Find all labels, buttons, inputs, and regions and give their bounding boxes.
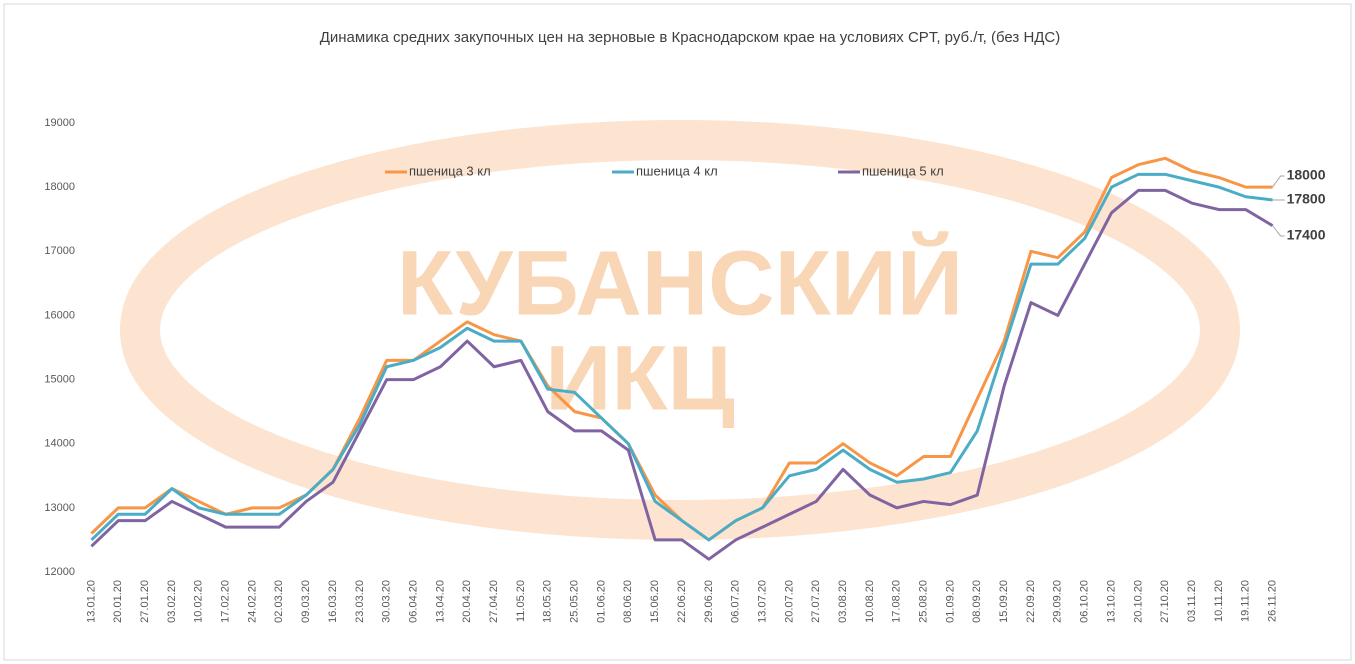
leader-line	[1273, 226, 1285, 236]
chart: КУБАНСКИЙ ИКЦ Динамика средних закупочны…	[0, 0, 1355, 664]
x-tick-label: 08.06.20	[622, 580, 634, 623]
y-tick-label: 17000	[44, 245, 75, 257]
x-tick-label: 06.04.20	[407, 580, 419, 623]
legend-label: пшеница 4 кл	[636, 163, 718, 178]
x-tick-label: 27.07.20	[810, 580, 822, 623]
x-tick-label: 27.01.20	[139, 580, 151, 623]
y-tick-label: 14000	[44, 438, 75, 450]
x-tick-label: 17.08.20	[891, 580, 903, 623]
data-label: 17800	[1287, 191, 1326, 207]
x-tick-label: 10.02.20	[193, 580, 205, 623]
x-tick-label: 08.09.20	[971, 580, 983, 623]
y-tick-label: 15000	[44, 373, 75, 385]
x-tick-label: 20.04.20	[461, 580, 473, 623]
data-label: 18000	[1287, 167, 1326, 183]
x-tick-label: 13.07.20	[756, 580, 768, 623]
watermark-text: ИКЦ	[545, 327, 734, 429]
x-tick-label: 18.05.20	[542, 580, 554, 623]
y-tick-label: 18000	[44, 181, 75, 193]
x-tick-label: 03.08.20	[837, 580, 849, 623]
x-tick-label: 29.09.20	[1052, 580, 1064, 623]
x-tick-label: 25.08.20	[918, 580, 930, 623]
x-tick-label: 22.06.20	[676, 580, 688, 623]
legend-label: пшеница 5 кл	[862, 163, 944, 178]
x-tick-label: 03.02.20	[166, 580, 178, 623]
chart-title: Динамика средних закупочных цен на зерно…	[320, 29, 1061, 46]
x-tick-label: 26.11.20	[1266, 580, 1278, 622]
x-tick-label: 20.07.20	[783, 580, 795, 623]
x-tick-label: 27.04.20	[488, 580, 500, 623]
x-tick-label: 10.11.20	[1213, 580, 1225, 622]
x-tick-label: 13.01.20	[85, 580, 97, 623]
x-tick-label: 09.03.20	[300, 580, 312, 623]
x-tick-label: 25.05.20	[569, 580, 581, 623]
y-tick-label: 12000	[44, 566, 75, 578]
x-tick-label: 23.03.20	[354, 580, 366, 623]
y-tick-label: 13000	[44, 502, 75, 514]
x-tick-label: 20.10.20	[1132, 580, 1144, 623]
x-tick-label: 29.06.20	[703, 580, 715, 623]
x-tick-label: 06.10.20	[1079, 580, 1091, 623]
x-tick-label: 30.03.20	[381, 580, 393, 623]
y-tick-label: 19000	[44, 117, 75, 129]
x-tick-label: 15.09.20	[998, 580, 1010, 623]
x-tick-label: 01.09.20	[944, 580, 956, 623]
x-tick-label: 16.03.20	[327, 580, 339, 623]
x-tick-label: 13.04.20	[434, 580, 446, 623]
x-tick-label: 17.02.20	[220, 580, 232, 623]
x-tick-label: 02.03.20	[273, 580, 285, 623]
x-tick-label: 15.06.20	[649, 580, 661, 623]
x-tick-label: 10.08.20	[864, 580, 876, 623]
x-tick-label: 11.05.20	[515, 580, 527, 622]
x-tick-label: 27.10.20	[1159, 580, 1171, 623]
page: КУБАНСКИЙ ИКЦ Динамика средних закупочны…	[0, 0, 1355, 664]
x-tick-label: 03.11.20	[1186, 580, 1198, 622]
x-tick-label: 22.09.20	[1025, 580, 1037, 623]
y-tick-label: 16000	[44, 309, 75, 321]
x-tick-label: 13.10.20	[1105, 580, 1117, 623]
x-tick-label: 20.01.20	[112, 580, 124, 623]
watermark-text: КУБАНСКИЙ	[397, 230, 963, 334]
legend-label: пшеница 3 кл	[409, 163, 491, 178]
x-tick-label: 01.06.20	[595, 580, 607, 623]
x-tick-label: 06.07.20	[730, 580, 742, 623]
x-tick-label: 24.02.20	[246, 580, 258, 623]
x-tick-label: 19.11.20	[1240, 580, 1252, 622]
leader-line	[1273, 176, 1285, 187]
data-label: 17400	[1287, 227, 1326, 243]
